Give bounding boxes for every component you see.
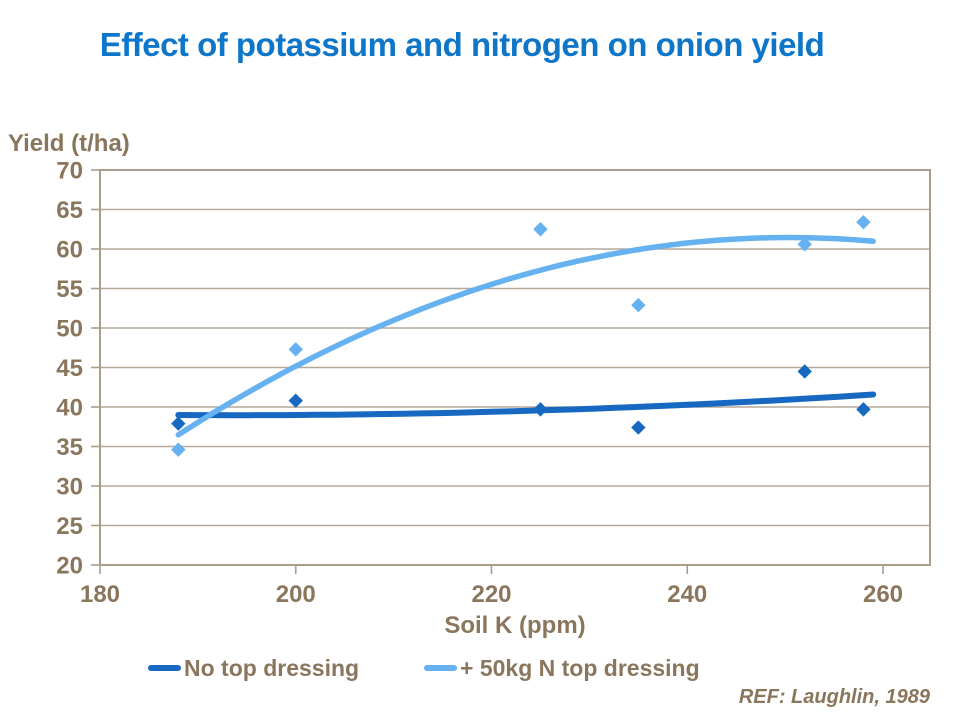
reference-citation: REF: Laughlin, 1989 [738,686,930,708]
data-point [533,222,548,237]
x-tick-label: 240 [667,581,707,608]
y-tick-label: 55 [56,276,83,303]
y-tick-label: 30 [56,474,83,501]
data-point [631,297,646,313]
trend-curve-0 [175,391,877,419]
axis-tick-labels: 20 25 30 35 40 45 50 55 60 65 70 180 200 220 240 260 [56,158,903,609]
axis-ticks [91,169,884,574]
y-tick-label: 25 [56,513,83,540]
x-tick-label: 200 [276,581,316,608]
y-tick-label: 65 [56,197,83,224]
data-point [288,393,303,408]
y-tick-label: 70 [56,158,83,185]
legend-label: No top dressing [184,654,360,681]
y-tick-label: 60 [56,237,83,264]
legend-swatch-dark-blue [148,665,181,671]
y-tick-label: 35 [56,434,83,461]
markers-0 [171,364,871,435]
y-tick-label: 45 [56,355,83,382]
data-point [171,442,186,457]
x-tick-label: 180 [80,581,120,608]
data-point [797,364,812,379]
legend-swatch-light-blue [424,665,457,671]
data-point [533,402,548,417]
y-tick-label: 20 [56,553,83,580]
data-point [631,420,646,435]
data-point [856,402,871,417]
markers-1 [171,214,871,457]
data-point [288,342,303,357]
y-axis-label: Yield (t/ha) [8,130,130,157]
data-point [856,214,871,230]
x-tick-label: 220 [471,581,511,608]
y-tick-label: 50 [56,316,83,343]
legend-label: + 50kg N top dressing [460,654,700,681]
x-axis-label: Soil K (ppm) [444,612,586,639]
y-tick-label: 40 [56,395,83,422]
chart-title: Effect of potassium and nitrogen on onio… [99,26,825,63]
data-point [171,416,186,431]
x-tick-label: 260 [863,581,903,608]
legend-item-50kg-n: + 50kg N top dressing [424,655,700,681]
data-point [797,237,812,252]
legend-item-no-top-dressing: No top dressing [148,655,359,681]
trend-curve-1 [175,234,876,438]
